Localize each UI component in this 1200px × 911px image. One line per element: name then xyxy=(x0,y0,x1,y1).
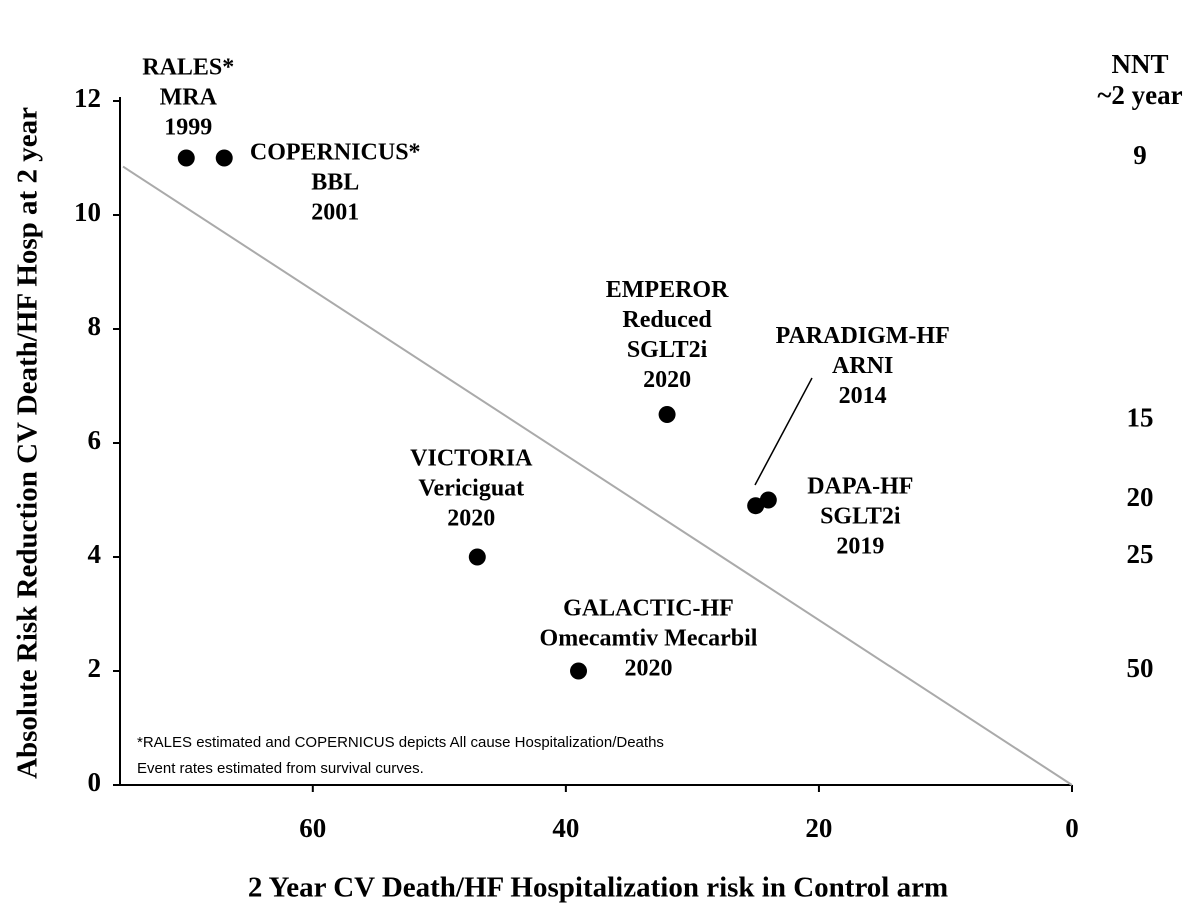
point-label: GALACTIC-HF xyxy=(563,596,734,622)
leader-line xyxy=(754,377,813,486)
nnt-value: 9 xyxy=(1133,140,1147,170)
nnt-value: 15 xyxy=(1127,402,1154,432)
nnt-title: ~2 year xyxy=(1097,80,1182,110)
point-label: COPERNICUS* xyxy=(250,140,421,166)
nnt-value: 20 xyxy=(1127,482,1154,512)
point-label: DAPA-HF xyxy=(807,474,913,500)
point-label: Omecamtiv Mecarbil xyxy=(540,626,758,652)
point-label: RALES* xyxy=(142,55,234,81)
y-tick-label: 10 xyxy=(74,197,101,227)
y-tick-label: 0 xyxy=(88,767,102,797)
data-point xyxy=(747,497,765,515)
x-tick-label: 0 xyxy=(1065,813,1079,843)
data-point xyxy=(215,149,233,167)
data-point xyxy=(570,662,588,680)
data-point xyxy=(177,149,195,167)
point-label: Vericiguat xyxy=(418,476,524,502)
point-label: Reduced xyxy=(622,307,712,333)
nnt-value: 25 xyxy=(1127,539,1154,569)
point-label: 2019 xyxy=(836,534,884,560)
point-label: 1999 xyxy=(164,115,212,141)
point-label: 2001 xyxy=(311,200,359,226)
data-point xyxy=(759,491,777,509)
y-axis-title: Absolute Risk Reduction CV Death/HF Hosp… xyxy=(12,107,44,779)
point-label: VICTORIA xyxy=(410,446,533,472)
point-label: 2014 xyxy=(839,383,887,409)
point-label: BBL xyxy=(311,170,359,196)
y-tick-label: 12 xyxy=(74,83,101,113)
y-tick-label: 6 xyxy=(88,425,102,455)
footnote: *RALES estimated and COPERNICUS depicts … xyxy=(137,734,664,751)
point-label: 2020 xyxy=(625,656,673,682)
x-axis-title: 2 Year CV Death/HF Hospitalization risk … xyxy=(248,872,948,904)
y-tick-label: 8 xyxy=(88,311,102,341)
x-tick-label: 20 xyxy=(805,813,832,843)
point-label: SGLT2i xyxy=(820,504,901,530)
point-label: 2020 xyxy=(447,506,495,532)
point-label: ARNI xyxy=(832,353,893,379)
y-tick-label: 2 xyxy=(88,653,102,683)
point-label: MRA xyxy=(160,85,218,111)
data-point xyxy=(468,548,486,566)
x-tick-label: 40 xyxy=(552,813,579,843)
point-label: SGLT2i xyxy=(627,337,708,363)
nnt-value: 50 xyxy=(1127,653,1154,683)
point-label: 2020 xyxy=(643,367,691,393)
point-label: PARADIGM-HF xyxy=(776,323,950,349)
point-label: EMPEROR xyxy=(606,277,729,303)
y-tick-label: 4 xyxy=(88,539,102,569)
reference-line xyxy=(122,165,1073,786)
footnote: Event rates estimated from survival curv… xyxy=(137,760,424,777)
nnt-title: NNT xyxy=(1111,49,1168,79)
x-tick-label: 60 xyxy=(299,813,326,843)
data-point xyxy=(658,406,676,423)
